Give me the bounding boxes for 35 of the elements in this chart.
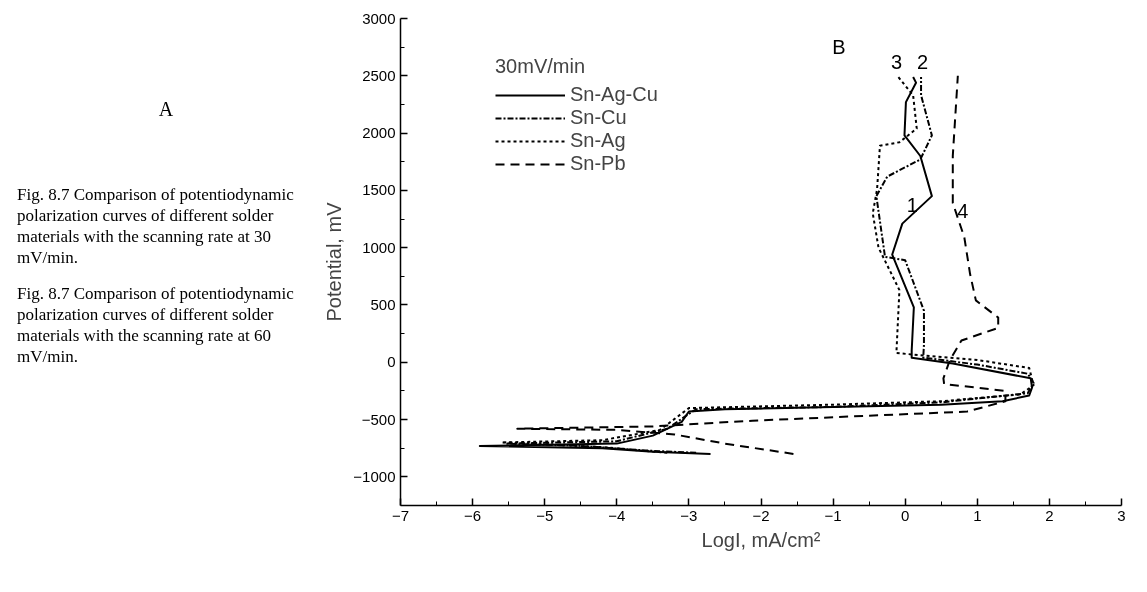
x-tick-label: −6 bbox=[464, 506, 482, 524]
text: A bbox=[157, 97, 175, 122]
y-axis-title: Potential, mV bbox=[323, 201, 346, 322]
annotation: B bbox=[832, 35, 846, 58]
y-tick-label: 1000 bbox=[362, 238, 396, 256]
x-tick-label: 3 bbox=[1117, 506, 1126, 524]
x-tick-label: −1 bbox=[824, 506, 842, 524]
y-tick-label: −1000 bbox=[353, 467, 396, 485]
legend-title: 30mV/min bbox=[495, 55, 587, 78]
legend-label: Sn-Ag bbox=[570, 129, 626, 152]
y-tick-label: 2500 bbox=[362, 66, 396, 84]
caption: Fig. 8.7 Comparison of potentiodynamic polarization curves of different solder materials with the scanning rate at 30 mV/min. bbox=[17, 183, 295, 269]
legend-label: Sn-Ag-Cu bbox=[570, 83, 658, 106]
x-tick-label: 0 bbox=[901, 506, 910, 524]
y-tick-label: −500 bbox=[361, 410, 396, 428]
y-tick-label: 1500 bbox=[362, 181, 396, 199]
x-tick-label: 1 bbox=[973, 506, 982, 524]
y-tick-label: 2000 bbox=[362, 124, 396, 142]
annotation: 1 bbox=[906, 193, 918, 216]
annotation: 3 bbox=[890, 51, 903, 74]
x-tick-label: −5 bbox=[536, 506, 554, 524]
x-axis-title: LogI, mA/cm² bbox=[701, 528, 821, 551]
annotation: 4 bbox=[957, 199, 969, 222]
x-tick-label: −4 bbox=[608, 506, 626, 524]
x-tick-label: −2 bbox=[752, 506, 770, 524]
x-tick-label: −3 bbox=[680, 506, 698, 524]
y-tick-label: 3000 bbox=[362, 9, 396, 27]
legend-label: Sn-Pb bbox=[570, 152, 626, 175]
y-tick-label: 0 bbox=[387, 353, 396, 371]
x-tick-label: −7 bbox=[391, 506, 410, 524]
legend-label: Sn-Cu bbox=[570, 106, 627, 129]
y-tick-label: 500 bbox=[370, 295, 396, 313]
annotation: 2 bbox=[916, 51, 929, 74]
x-tick-label: 2 bbox=[1045, 506, 1054, 524]
caption: Fig. 8.7 Comparison of potentiodynamic polarization curves of different solder materials with the scanning rate at 60 mV/min. bbox=[17, 282, 295, 368]
